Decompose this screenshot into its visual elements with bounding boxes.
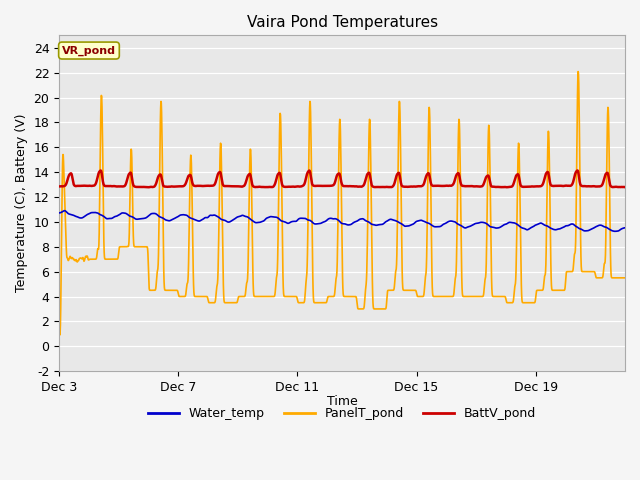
Legend: Water_temp, PanelT_pond, BattV_pond: Water_temp, PanelT_pond, BattV_pond [143, 402, 541, 425]
PanelT_pond [55, 328, 63, 334]
Line: BattV_pond: BattV_pond [59, 170, 625, 187]
Line: Water_temp: Water_temp [59, 211, 625, 231]
Water_temp [375, 222, 383, 228]
PanelT_pond [201, 294, 209, 300]
Water_temp [55, 210, 63, 216]
PanelT_pond [75, 256, 83, 262]
BattV_pond [75, 183, 83, 189]
PanelT_pond [375, 306, 383, 312]
Line: PanelT_pond: PanelT_pond [59, 72, 625, 335]
Water_temp [75, 215, 83, 220]
BattV_pond [621, 184, 629, 190]
Water_temp [611, 228, 619, 234]
X-axis label: Time: Time [326, 395, 358, 408]
Water_temp [610, 228, 618, 234]
PanelT_pond [317, 300, 324, 306]
BattV_pond [201, 183, 209, 189]
BattV_pond [573, 168, 581, 173]
BattV_pond [375, 184, 383, 190]
Water_temp [61, 208, 68, 214]
Y-axis label: Temperature (C), Battery (V): Temperature (C), Battery (V) [15, 114, 28, 292]
Water_temp [524, 227, 532, 232]
PanelT_pond [574, 69, 582, 74]
PanelT_pond [56, 332, 63, 338]
BattV_pond [145, 184, 152, 190]
Water_temp [621, 225, 629, 231]
Title: Vaira Pond Temperatures: Vaira Pond Temperatures [246, 15, 438, 30]
Water_temp [317, 220, 324, 226]
BattV_pond [55, 183, 63, 189]
BattV_pond [317, 183, 324, 189]
PanelT_pond [524, 300, 532, 306]
PanelT_pond [621, 275, 629, 281]
Text: VR_pond: VR_pond [62, 46, 116, 56]
Water_temp [201, 215, 209, 221]
PanelT_pond [611, 275, 618, 281]
BattV_pond [524, 184, 532, 190]
BattV_pond [611, 184, 618, 190]
